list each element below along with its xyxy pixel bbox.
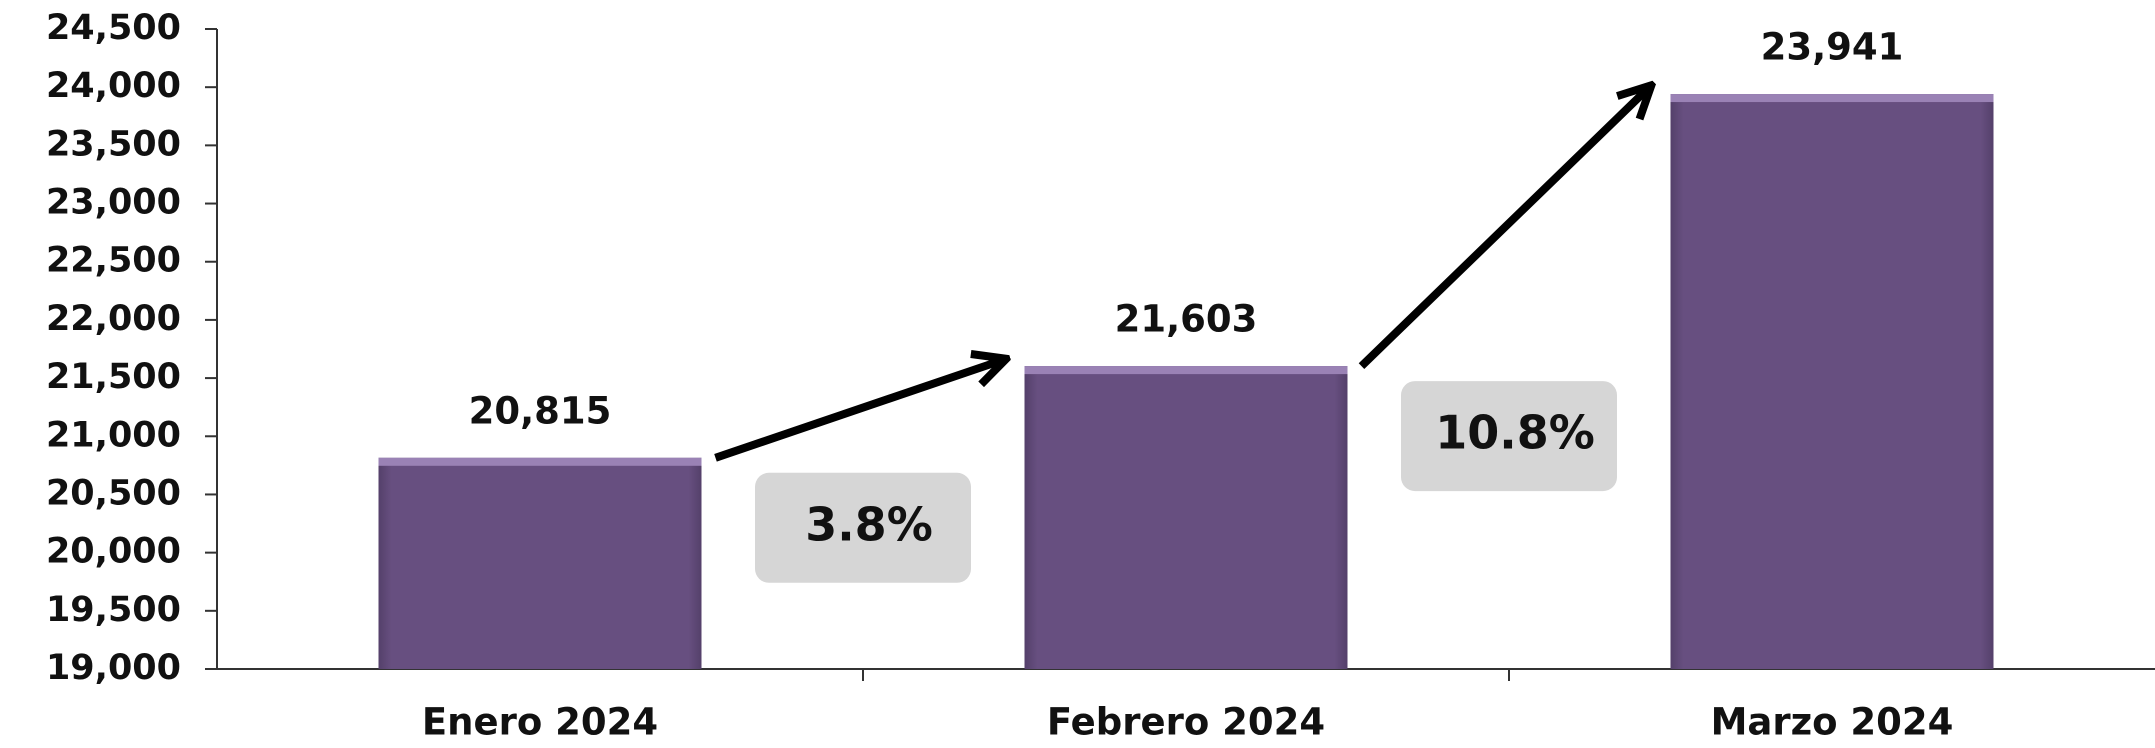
bar-bevel [378, 457, 702, 466]
annotation-box [755, 472, 971, 583]
value-label: 23,941 [1761, 26, 1904, 69]
bar [1024, 366, 1348, 669]
y-tick-label: 19,500 [46, 590, 181, 630]
y-tick-label: 23,000 [46, 183, 181, 223]
y-tick-label: 20,500 [46, 473, 181, 513]
x-tick-label: Febrero 2024 [1047, 701, 1325, 744]
x-tick-label: Enero 2024 [422, 701, 658, 744]
arrow [1358, 88, 1649, 369]
y-tick-label: 21,500 [46, 357, 181, 397]
value-label: 21,603 [1115, 298, 1258, 341]
bar [1670, 94, 1994, 670]
bar-bevel [1670, 94, 1994, 103]
y-tick-label: 24,000 [46, 66, 181, 106]
y-tick-label: 19,000 [46, 648, 181, 688]
y-tick-label: 20,000 [46, 532, 181, 572]
annotation: 10.8% [1435, 406, 1595, 460]
bar [378, 457, 702, 669]
y-tick-label: 22,500 [46, 241, 181, 281]
value-label: 20,815 [469, 389, 612, 432]
x-tick-label: Marzo 2024 [1711, 701, 1954, 744]
annotation: 3.8% [805, 497, 933, 551]
arrow [714, 360, 1003, 462]
y-tick-label: 23,500 [46, 124, 181, 164]
y-tick-label: 22,000 [46, 299, 181, 339]
y-tick-label: 24,500 [46, 8, 181, 48]
y-tick-label: 21,000 [46, 415, 181, 455]
bar-bevel [1024, 366, 1348, 375]
annotation-box [1401, 381, 1617, 492]
